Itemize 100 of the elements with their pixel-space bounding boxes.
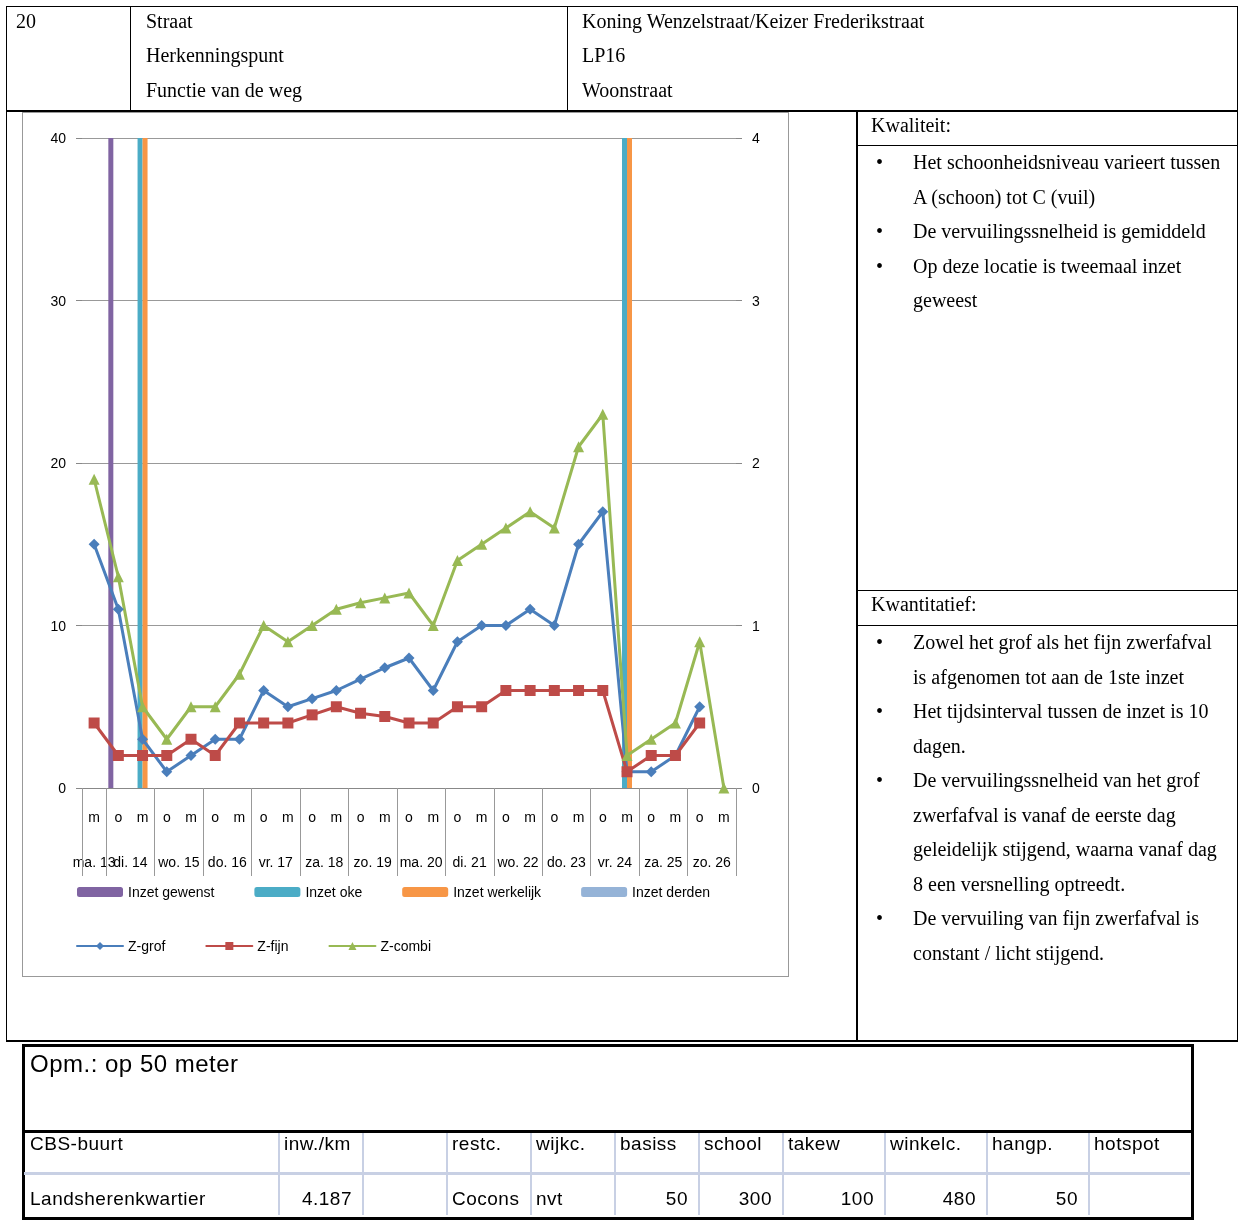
text: Koning Wenzelstraat/Keizer Frederikstraat: [582, 10, 925, 33]
legend-label: Inzet werkelijk: [453, 884, 543, 900]
point: [355, 597, 367, 609]
text: Woonstraat: [582, 79, 673, 102]
point: [330, 701, 342, 713]
point: [379, 711, 391, 722]
legend-label: Inzet derden: [632, 884, 710, 900]
x-tick-label: o: [259, 809, 268, 825]
point: [694, 701, 706, 713]
point: [427, 685, 439, 696]
y2-tick-label: 1: [752, 617, 760, 634]
x-tick-label: o: [453, 809, 462, 825]
text: 4.187: [300, 1188, 352, 1210]
point: [258, 717, 270, 729]
point: [137, 701, 149, 713]
x-tick-label: m: [282, 809, 294, 825]
x-tick-label: o: [356, 809, 365, 825]
point: [548, 522, 560, 534]
y-tick-label: 30: [50, 292, 67, 309]
x-tick-label: m: [621, 809, 633, 825]
point: [597, 506, 609, 518]
point: [161, 733, 173, 745]
x-tick-label: m: [718, 809, 730, 825]
y2-tick-label: 3: [752, 292, 760, 309]
x-tick-label: m: [233, 809, 246, 825]
text: winkelc.: [890, 1133, 962, 1155]
text: basiss: [620, 1133, 677, 1155]
point: [645, 733, 657, 745]
point: [694, 636, 706, 648]
x-tick-label: o: [405, 809, 414, 825]
text: • Zowel het grof als het fijn zwerfafval is afgenomen tot aan de 1ste inzet: [876, 630, 1213, 691]
text: CBS-buurt: [30, 1133, 124, 1155]
text: 20: [16, 10, 36, 33]
text: wo. 22: [496, 854, 539, 870]
x-tick-label: m: [572, 809, 585, 825]
legend-label: Z-fijn: [257, 938, 289, 954]
text: 300: [737, 1188, 772, 1210]
y-tick-label: 0: [58, 780, 67, 796]
text: nvt: [536, 1188, 563, 1210]
point: [500, 522, 512, 534]
text: Cocons: [452, 1188, 520, 1210]
text: Landsherenkwartier: [30, 1188, 206, 1210]
text: zo. 26: [692, 854, 732, 870]
text: do. 16: [207, 854, 247, 870]
text: Kwantitatief:: [871, 593, 977, 616]
text: 100: [839, 1188, 874, 1210]
text: restc.: [452, 1133, 502, 1155]
point: [88, 473, 100, 485]
point: [88, 538, 100, 550]
text: inw./km: [284, 1133, 351, 1155]
x-tick-label: m: [427, 809, 440, 825]
legend-label: Z-combi: [380, 938, 432, 954]
point: [306, 709, 318, 721]
y-tick-label: 40: [50, 130, 67, 146]
text: Herkenningspunt: [146, 44, 284, 67]
text: takew: [788, 1133, 841, 1155]
point: [524, 685, 536, 696]
legend-label: Inzet oke: [305, 884, 363, 900]
point: [282, 636, 294, 648]
point: [88, 717, 100, 729]
point: [258, 685, 270, 696]
text: hangp.: [992, 1133, 1054, 1155]
point: [645, 750, 657, 761]
point: [306, 620, 318, 631]
point: [233, 668, 245, 680]
point: [161, 766, 173, 778]
x-tick-label: m: [475, 809, 488, 825]
point: [427, 717, 439, 729]
text: • Het tijdsinterval tussen de inzet is 10 dagen.: [876, 699, 1210, 760]
point: [306, 693, 318, 705]
x-tick-label: m: [136, 809, 149, 825]
point: [112, 750, 124, 761]
x-tick-label: o: [598, 809, 607, 825]
point: [403, 652, 415, 664]
point: [209, 733, 221, 745]
point: [137, 733, 149, 745]
text: school: [704, 1133, 762, 1155]
point: [330, 685, 342, 696]
text: ma. 20: [399, 854, 443, 870]
x-tick-label: o: [695, 809, 704, 825]
x-tick-label: m: [669, 809, 682, 825]
point: [573, 685, 585, 696]
point: [161, 750, 173, 761]
y2-tick-label: 4: [752, 130, 760, 146]
text: 50: [1054, 1188, 1078, 1210]
point: [573, 538, 585, 550]
text: di. 21: [452, 854, 487, 870]
x-tick-label: o: [550, 809, 559, 825]
point: [137, 750, 149, 761]
text: di. 14: [113, 854, 148, 870]
text: wijkc.: [536, 1133, 586, 1155]
text: wo. 15: [157, 854, 200, 870]
legend-label: Inzet gewenst: [128, 884, 215, 900]
legend-label: Z-grof: [128, 938, 166, 954]
text: hotspot: [1094, 1133, 1160, 1155]
point: [669, 717, 681, 729]
y2-tick-label: 0: [752, 780, 760, 796]
x-tick-label: o: [501, 809, 510, 825]
point: [548, 685, 560, 696]
point: [185, 701, 197, 713]
